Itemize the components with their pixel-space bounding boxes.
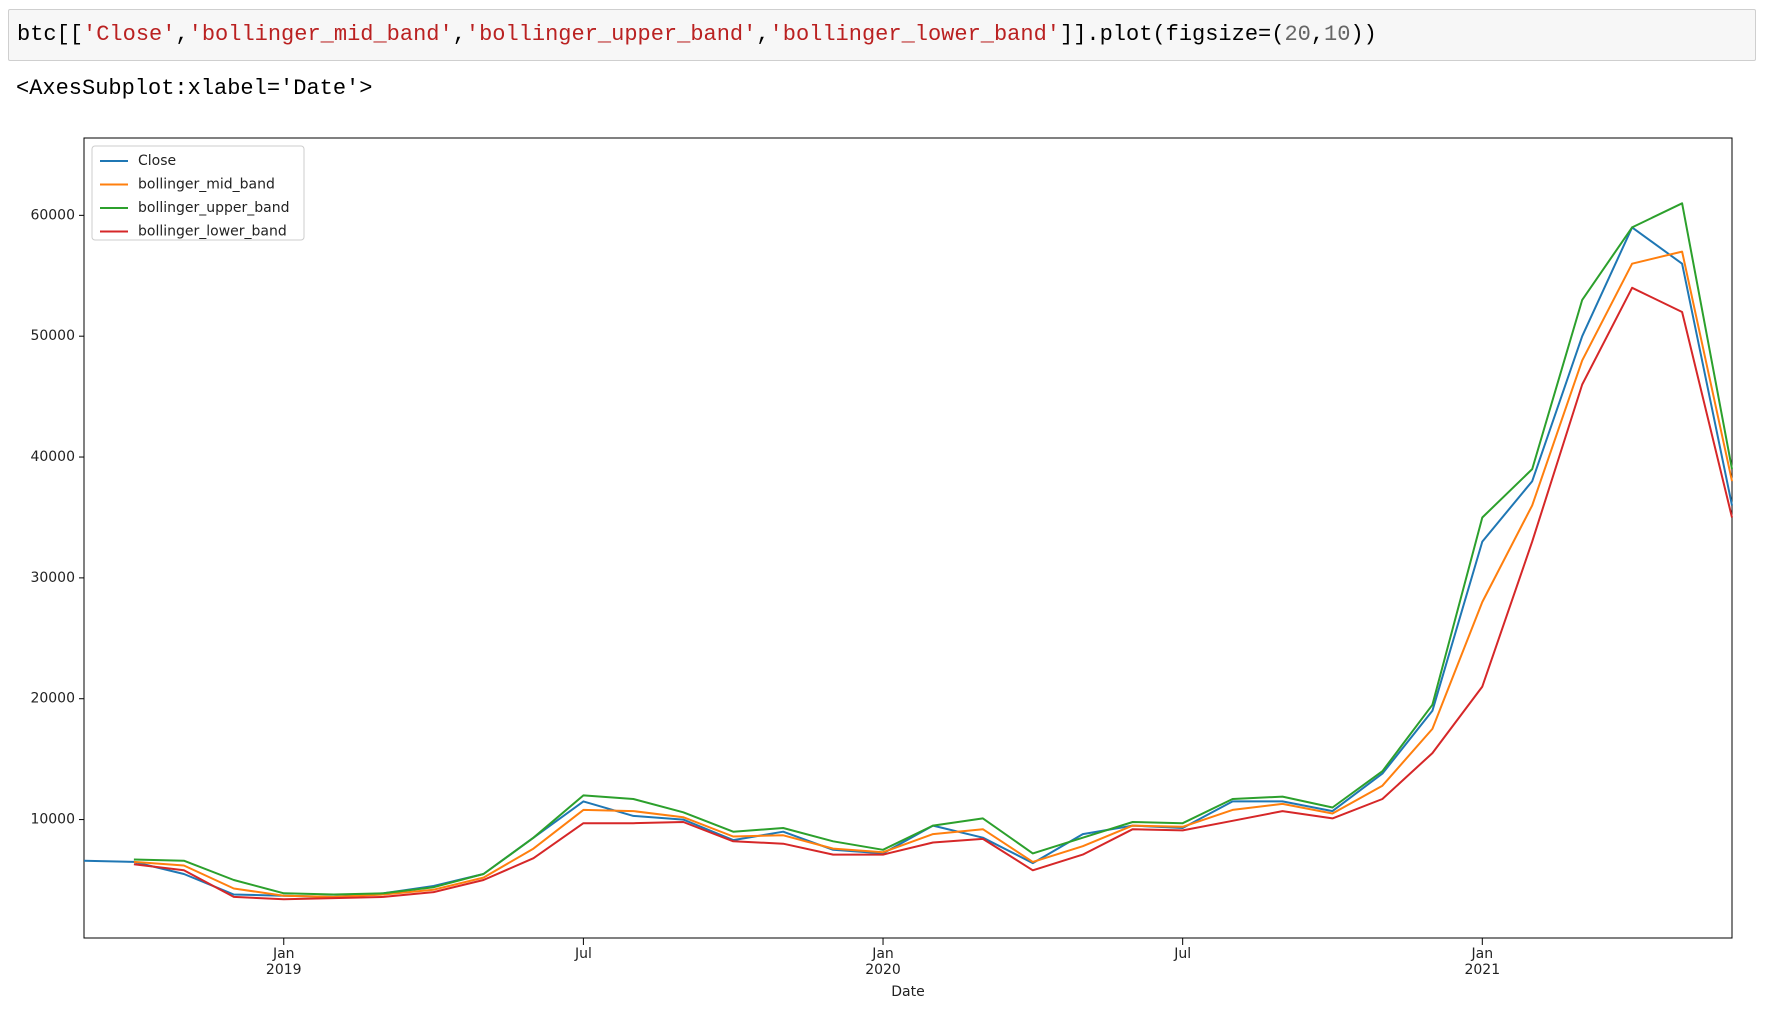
legend-box [91,145,305,241]
code-token: btc[[ [17,22,84,47]
series-line [133,286,1733,901]
x-tick-label: Jul [1173,946,1191,962]
legend: Close bollinger_mid_band bollinger_upper_b… [91,145,305,241]
code-token: ]].plot(figsize=( [1060,22,1285,47]
x-tick-year: 2021 [1464,962,1500,978]
legend-label: bollinger_mid_band [138,177,275,193]
legend-label: Close [138,153,176,169]
x-axis-label: Date [891,984,924,1000]
code-token: , [1310,22,1325,47]
x-tick-label: Jul [574,946,592,962]
legend-label: bollinger_upper_band [138,200,290,216]
cell-output: <AxesSubplot:xlabel='Date'> [16,76,373,101]
code-token: , [452,22,466,47]
x-tick-label: Jan [272,946,295,962]
code-token: , [756,22,770,47]
y-tick-label: 60000 [30,207,75,223]
series-line [83,226,1733,898]
plot-frame [83,137,1733,939]
code-token: )) [1350,22,1377,47]
code-token: 'bollinger_lower_band' [769,22,1060,47]
y-tick-label: 50000 [30,328,75,344]
chart: 100002000030000400005000060000Jan2019Jul… [30,137,1733,1000]
series-line [133,250,1733,898]
y-tick-label: 40000 [30,449,75,465]
x-tick-label: Jan [1471,946,1494,962]
code-token: 10 [1324,22,1351,47]
code-token: 20 [1284,22,1311,47]
code-token: , [175,22,189,47]
y-tick-label: 10000 [30,812,75,828]
legend-label: bollinger_lower_band [138,224,287,240]
code-token: 'bollinger_mid_band' [188,22,453,47]
code-token: 'Close' [83,22,176,47]
code-cell[interactable]: btc[['Close','bollinger_mid_band','bolli… [8,9,1756,61]
x-tick-year: 2020 [865,962,901,978]
y-tick-label: 30000 [30,570,75,586]
y-tick-label: 20000 [30,691,75,707]
x-tick-year: 2019 [266,962,302,978]
x-tick-label: Jan [871,946,894,962]
code-token: 'bollinger_upper_band' [465,22,757,47]
series-line [133,202,1733,896]
